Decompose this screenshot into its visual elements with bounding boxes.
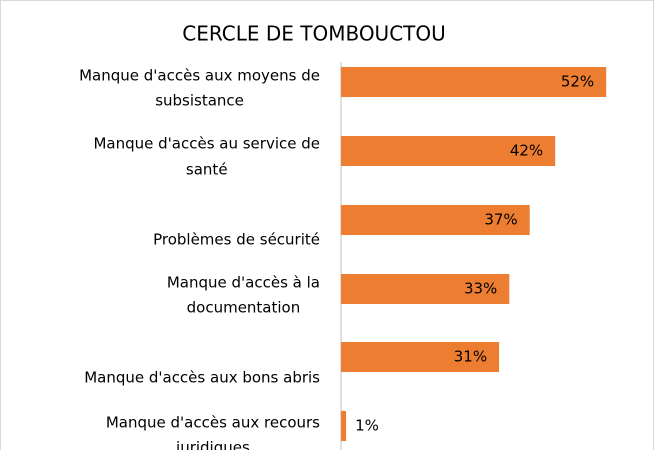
chart-title: CERCLE DE TOMBOUCTOU [182,22,446,46]
category-label: Problèmes de sécurité [153,231,320,249]
data-label: 52% [561,73,594,91]
data-label: 1% [355,417,379,435]
category-label: Manque d'accès aux bons abris [84,369,320,387]
bar [341,136,556,166]
category-label: documentation [187,299,301,317]
bar [341,342,500,372]
bar [341,205,530,235]
bar [341,67,607,97]
category-label: Manque d'accès aux moyens de [79,67,320,85]
category-label: juridiques [175,439,250,450]
category-label: santé [186,161,228,179]
bar [341,411,347,441]
data-label: 31% [454,348,487,366]
category-label: subsistance [155,92,244,110]
data-label: 33% [464,280,497,298]
data-label: 37% [484,211,517,229]
category-label: Manque d'accès aux recours [106,414,320,432]
bar [341,274,510,304]
category-label: Manque d'accès à la [167,274,320,292]
data-label: 42% [510,142,543,160]
category-label: Manque d'accès au service de [93,135,320,153]
